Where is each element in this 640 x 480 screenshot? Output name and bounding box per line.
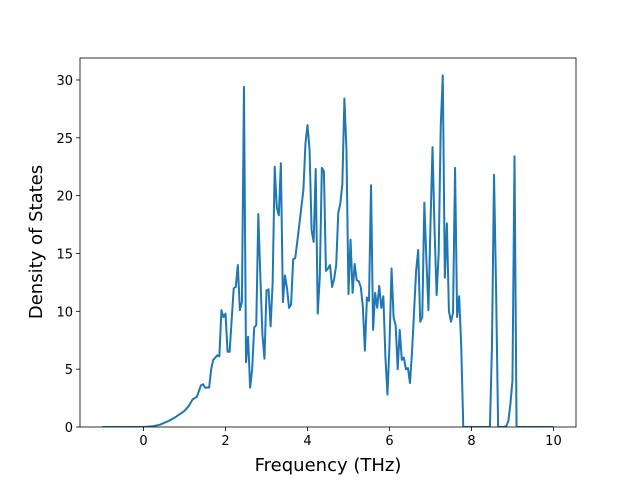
y-tick-label: 15 [56, 247, 73, 262]
y-tick-label: 5 [65, 363, 73, 378]
x-tick-label: 10 [545, 434, 562, 449]
x-tick-label: 4 [303, 434, 311, 449]
x-tick-label: 6 [385, 434, 393, 449]
x-tick-label: 8 [467, 434, 475, 449]
y-tick-label: 20 [56, 190, 73, 205]
plot-frame [79, 57, 577, 428]
y-axis-label: Density of States [26, 165, 47, 319]
y-tick-label: 0 [65, 421, 73, 436]
y-tick-label: 10 [56, 305, 73, 320]
y-tick-label: 25 [56, 132, 73, 147]
y-tick-label: 30 [56, 74, 73, 89]
data-line [102, 74, 554, 427]
x-tick-label: 2 [221, 434, 229, 449]
x-axis-label: Frequency (THz) [255, 455, 402, 476]
x-tick-label: 0 [139, 434, 147, 449]
